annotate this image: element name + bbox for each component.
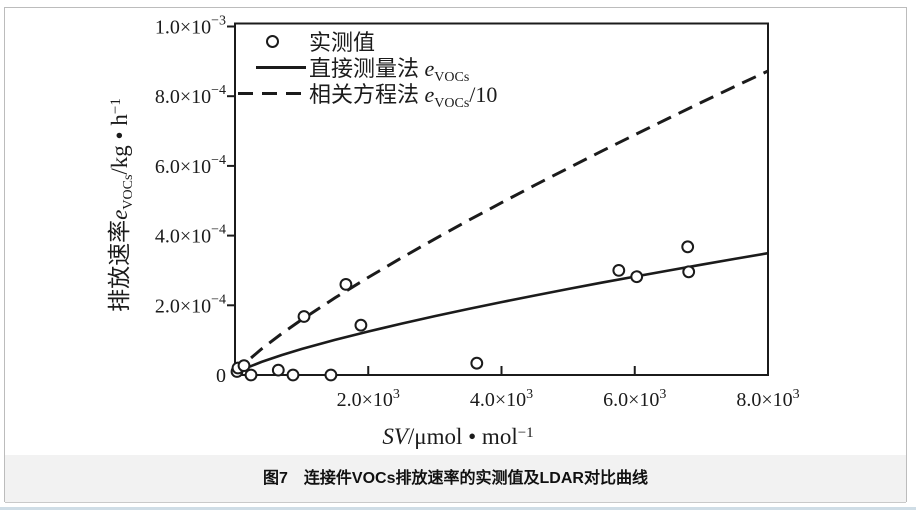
legend-circle-marker bbox=[265, 34, 279, 48]
y-tick-label: 6.0×10−4 bbox=[155, 153, 226, 178]
y-tick-label: 8.0×10−4 bbox=[155, 83, 226, 108]
data-point bbox=[324, 368, 338, 382]
dashed-curve bbox=[233, 69, 769, 376]
data-point bbox=[630, 270, 644, 284]
caption-band: 图7 连接件VOCs排放速率的实测值及LDAR对比曲线 bbox=[5, 455, 906, 503]
data-point bbox=[244, 368, 258, 382]
x-tick-label: 2.0×103 bbox=[337, 387, 400, 411]
solid-curve bbox=[234, 251, 769, 377]
legend-item-correlation-equation: 相关方程法 eVOCs/10 bbox=[238, 80, 498, 111]
x-tick-label: 4.0×103 bbox=[470, 387, 533, 411]
data-point bbox=[339, 278, 353, 291]
legend-item-measured: 实测值 bbox=[238, 28, 376, 55]
data-point bbox=[470, 356, 484, 370]
data-point bbox=[286, 368, 300, 382]
legend-solid-line-marker bbox=[256, 65, 306, 69]
legend-item-label: 实测值 bbox=[309, 30, 376, 55]
y-tick-label: 1.0×10−3 bbox=[155, 14, 226, 39]
y-zero-label: 0 bbox=[216, 365, 226, 387]
data-point bbox=[682, 265, 696, 279]
data-point bbox=[681, 240, 695, 254]
legend-item-label: 直接测量法 eVOCs bbox=[309, 56, 470, 85]
figure-caption: 图7 连接件VOCs排放速率的实测值及LDAR对比曲线 bbox=[263, 470, 648, 487]
data-point bbox=[297, 310, 311, 323]
x-axis-title: SV/μmol • mol−1 bbox=[382, 424, 534, 449]
data-point bbox=[271, 363, 285, 377]
y-axis-title: 排放速率eVOCs/kg • h−1 bbox=[107, 98, 136, 312]
y-tick-label: 4.0×10−4 bbox=[155, 223, 226, 248]
legend-item-direct-measurement: 直接测量法 eVOCs bbox=[238, 54, 470, 85]
data-point bbox=[354, 318, 368, 332]
x-tick-label: 6.0×103 bbox=[603, 387, 666, 411]
data-point bbox=[612, 264, 626, 277]
bottom-page-rule bbox=[0, 507, 916, 510]
y-tick-label: 2.0×10−4 bbox=[155, 292, 226, 317]
legend-dashed-line-marker bbox=[238, 91, 304, 95]
x-tick-label: 8.0×103 bbox=[736, 387, 799, 411]
data-point bbox=[237, 359, 251, 373]
chart-plot: 2.0×10−4 4.0×10−4 6.0×10−4 8.0×10−4 1.0×10−3… bbox=[155, 14, 800, 412]
legend-item-label: 相关方程法 eVOCs/10 bbox=[309, 82, 498, 111]
